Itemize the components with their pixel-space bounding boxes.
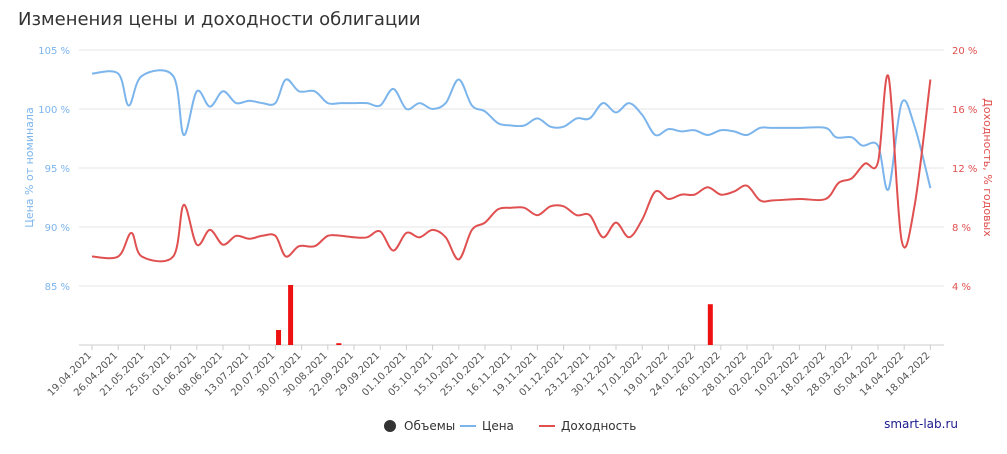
- grid-lines: [79, 49, 944, 346]
- legend-item[interactable]: Цена: [460, 419, 514, 433]
- yield-line[interactable]: [91, 74, 932, 263]
- legend-circle-icon: [384, 420, 396, 432]
- volume-bar[interactable]: [288, 285, 294, 345]
- volume-bar[interactable]: [336, 343, 342, 345]
- right-tick-label: 8 %: [952, 223, 971, 234]
- left-axis-title: Цена % от номинала: [23, 107, 36, 227]
- left-tick-label: 95 %: [45, 164, 70, 175]
- right-tick-label: 20 %: [952, 46, 977, 57]
- left-tick-label: 90 %: [45, 223, 70, 234]
- legend-item[interactable]: Доходность: [539, 419, 636, 433]
- chart-title: Изменения цены и доходности облигации: [18, 9, 421, 30]
- volume-bars: [276, 285, 713, 345]
- x-axis-ticks: 19.04.202126.04.202121.05.202125.05.2021…: [46, 345, 933, 399]
- legend-item[interactable]: Объемы: [384, 419, 455, 433]
- right-axis-ticks: 4 % 8 % 12 % 16 % 20 %: [952, 46, 977, 293]
- legend-label: Цена: [482, 419, 514, 433]
- volume-bar[interactable]: [707, 304, 713, 345]
- left-axis-ticks: 85 % 90 % 95 % 100 % 105 %: [38, 46, 70, 293]
- right-axis-title: Доходность, % годовых: [981, 98, 994, 237]
- legend[interactable]: Объемы Цена Доходность: [384, 419, 636, 433]
- credit-link[interactable]: smart-lab.ru: [884, 417, 958, 431]
- legend-label: Доходность: [561, 419, 636, 433]
- price-line[interactable]: [91, 69, 932, 191]
- left-tick-label: 105 %: [38, 46, 70, 57]
- legend-label: Объемы: [404, 419, 455, 433]
- left-tick-label: 85 %: [45, 282, 70, 293]
- right-tick-label: 16 %: [952, 105, 977, 116]
- series-lines: [91, 69, 932, 263]
- right-tick-label: 4 %: [952, 282, 971, 293]
- left-tick-label: 100 %: [38, 105, 70, 116]
- right-tick-label: 12 %: [952, 164, 977, 175]
- volume-bar[interactable]: [276, 330, 282, 345]
